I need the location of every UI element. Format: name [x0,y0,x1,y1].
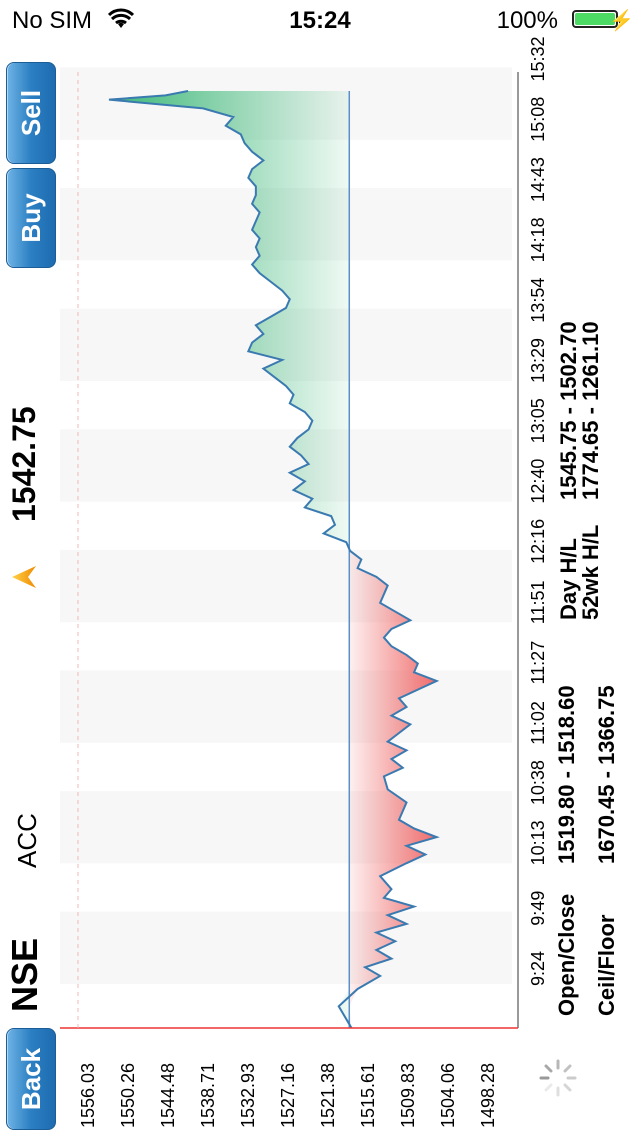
x-tick-label: 15:08 [528,96,548,142]
landscape-view: Back NSE ACC 1542.75 Buy Sell 1556.03 155… [0,36,640,1136]
x-tick-label: 12:16 [528,518,548,564]
wifi-icon [108,8,134,28]
ceil-floor-value: 1670.45 - 1366.75 [594,685,619,864]
back-button[interactable]: Back [6,1028,56,1130]
battery-percent: 100% [496,7,558,34]
y-tick-label: 1515.61 [358,1062,378,1128]
clock: 15:24 [289,7,351,34]
y-tick-label: 1532.93 [238,1062,258,1128]
x-tick-label: 15:32 [528,36,548,82]
y-tick-label: 1509.83 [398,1062,418,1128]
x-tick-label: 14:18 [528,217,548,263]
y-tick-label: 1498.28 [478,1062,498,1128]
x-tick-label: 10:13 [528,820,548,866]
last-price: 1542.75 [6,406,42,522]
y-tick-label: 1527.16 [278,1062,298,1128]
y-tick-label: 1556.03 [78,1062,98,1128]
price-chart[interactable] [60,40,520,1136]
x-tick-label: 9:24 [528,950,548,986]
x-tick-label: 12:40 [528,458,548,504]
charging-icon: ⚡ [609,10,634,32]
price-line [108,90,440,1029]
x-tick-label: 11:27 [528,640,548,685]
open-close-value: 1519.80 - 1518.60 [554,685,579,864]
price-up-arrow-icon [12,566,36,588]
open-close-label: Open/Close [554,893,579,1016]
area-above-baseline [108,91,350,1028]
chart-band [60,670,512,743]
status-bar: No SIM 15:24 100% ⚡ [0,0,640,40]
y-tick-label: 1550.26 [118,1062,138,1128]
chart-band [60,911,512,984]
x-tick-label: 14:43 [528,157,548,203]
battery-icon [572,10,622,28]
y-tick-label: 1538.71 [198,1062,218,1128]
wk52-hl-value: 1774.65 - 1261.10 [578,321,603,500]
carrier-label: No SIM [12,7,93,34]
y-tick-label: 1504.06 [438,1062,458,1128]
y-tick-label: 1544.48 [158,1062,178,1128]
x-tick-label: 13:54 [528,277,548,323]
loading-spinner-icon [539,1059,577,1097]
sell-button[interactable]: Sell [6,62,56,164]
x-tick-label: 13:29 [528,337,548,383]
x-tick-label: 13:05 [528,398,548,444]
x-tick-label: 11:02 [528,701,548,745]
ceil-floor-label: Ceil/Floor [594,914,619,1016]
chart-band [60,791,512,864]
exchange-label: NSE [4,937,45,1012]
chart-band [60,549,512,623]
x-tick-label: 9:49 [528,890,548,926]
buy-button[interactable]: Buy [6,168,56,268]
wk52-hl-label: 52wk H/L [578,524,603,620]
symbol-label: ACC [12,813,42,868]
area-below-baseline [349,91,437,1028]
y-tick-label: 1521.38 [318,1062,338,1128]
x-tick-label: 10:38 [528,760,548,806]
x-tick-label: 11:51 [528,580,548,625]
chart-band [60,429,512,502]
